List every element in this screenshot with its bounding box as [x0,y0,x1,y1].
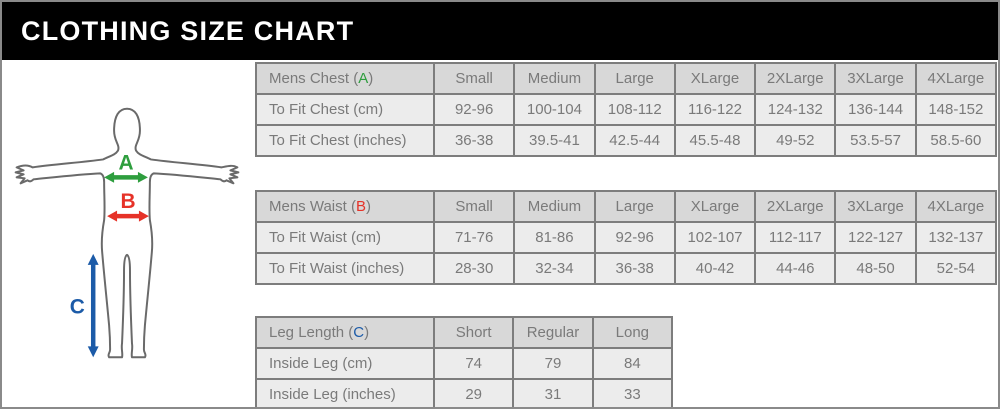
table-title-text: ) [365,198,371,215]
size-value: 74 [432,347,515,380]
size-column-header: XLarge [673,190,757,223]
size-column-header: Long [591,316,674,349]
body-measurement-figure: A B C [2,62,255,407]
size-value: 45.5-48 [673,124,757,157]
leg-letter-label: C [70,296,85,319]
size-value: 36-38 [432,124,516,157]
row-label: Inside Leg (inches) [255,378,435,407]
table-row: Inside Leg (cm) 74 79 84 [255,347,674,380]
size-column-header: XLarge [673,62,757,95]
size-value: 112-117 [754,221,837,254]
size-value: 100-104 [513,93,596,126]
row-label: To Fit Chest (inches) [255,124,435,157]
size-value: 39.5-41 [513,124,596,157]
size-column-header: Medium [513,190,596,223]
waist-letter-label: B [120,190,135,213]
table-header-row: Mens Chest (A) Small Medium Large XLarge 2XLa… [255,62,998,95]
size-column-header: Medium [513,62,596,95]
size-column-header: 3XLarge [834,190,917,223]
size-value: 49-52 [754,124,837,157]
size-value: 92-96 [432,93,516,126]
content-area: A B C Mens Chest (A) Small Medi [2,60,998,407]
table-row: To Fit Chest (cm) 92-96 100-104 108-112 116-… [255,93,998,126]
table-row: To Fit Chest (inches) 36-38 39.5-41 42.5-44… [255,124,998,157]
size-value: 81-86 [513,221,596,254]
size-value: 58.5-60 [914,124,998,157]
table-row: To Fit Waist (cm) 71-76 81-86 92-96 102-107 1… [255,221,998,254]
row-label: To Fit Chest (cm) [255,93,435,126]
size-value: 71-76 [432,221,516,254]
size-value: 48-50 [834,252,917,285]
size-value: 36-38 [593,252,676,285]
table-row: Inside Leg (inches) 29 31 33 [255,378,674,407]
human-outline [14,107,240,359]
size-value: 79 [512,347,594,380]
size-tables: Mens Chest (A) Small Medium Large XLarge 2XLa… [255,60,998,407]
size-column-header: 3XLarge [834,62,917,95]
leg-length-table: Leg Length (C) Short Regular Long Inside Leg… [255,316,674,407]
size-value: 92-96 [593,221,676,254]
size-value: 44-46 [754,252,837,285]
mens-waist-table: Mens Waist (B) Small Medium Large XLarge 2XLa… [255,190,998,285]
page-header: CLOTHING SIZE CHART [2,2,998,60]
size-value: 32-34 [513,252,596,285]
size-column-header: Small [432,190,516,223]
size-value: 124-132 [754,93,837,126]
size-value: 28-30 [432,252,516,285]
size-value: 40-42 [673,252,757,285]
size-value: 136-144 [834,93,917,126]
size-column-header: Regular [512,316,594,349]
table-title-cell: Mens Waist (B) [255,190,435,223]
size-value: 116-122 [673,93,757,126]
size-column-header: Small [432,62,516,95]
table-title-text: Mens Chest ( [269,70,359,87]
size-column-header: 4XLarge [914,62,998,95]
size-column-header: Large [593,190,676,223]
table-title-text: ) [368,70,374,87]
size-value: 102-107 [673,221,757,254]
size-value: 29 [432,378,515,407]
row-label: To Fit Waist (inches) [255,252,435,285]
measure-letter: B [355,198,366,215]
row-label: To Fit Waist (cm) [255,221,435,254]
size-value: 52-54 [914,252,998,285]
measure-letter: A [358,70,369,87]
chest-width-arrow-icon [104,171,148,183]
table-row: To Fit Waist (inches) 28-30 32-34 36-38 40-4… [255,252,998,285]
table-title-text: Mens Waist ( [269,198,356,215]
leg-length-arrow-icon [87,253,99,358]
size-column-header: Large [593,62,676,95]
table-title-cell: Leg Length (C) [255,316,435,349]
chest-letter-label: A [118,151,133,174]
row-label: Inside Leg (cm) [255,347,435,380]
size-column-header: 2XLarge [754,190,837,223]
size-column-header: Short [432,316,515,349]
size-column-header: 2XLarge [754,62,837,95]
size-value: 42.5-44 [593,124,676,157]
human-outline-figure: A B C [14,107,240,359]
size-value: 132-137 [914,221,998,254]
size-value: 53.5-57 [834,124,917,157]
table-title-cell: Mens Chest (A) [255,62,435,95]
size-value: 31 [512,378,594,407]
page-title: CLOTHING SIZE CHART [21,15,355,46]
size-value: 148-152 [914,93,998,126]
table-header-row: Leg Length (C) Short Regular Long [255,316,674,349]
size-column-header: 4XLarge [914,190,998,223]
size-value: 33 [591,378,674,407]
measure-letter: C [353,324,365,341]
size-value: 84 [591,347,674,380]
table-header-row: Mens Waist (B) Small Medium Large XLarge 2XLa… [255,190,998,223]
waist-width-arrow-icon [107,210,149,222]
size-value: 108-112 [593,93,676,126]
table-title-text: ) [364,324,370,341]
size-value: 122-127 [834,221,917,254]
table-title-text: Leg Length ( [269,324,354,341]
mens-chest-table: Mens Chest (A) Small Medium Large XLarge 2XLa… [255,62,998,157]
